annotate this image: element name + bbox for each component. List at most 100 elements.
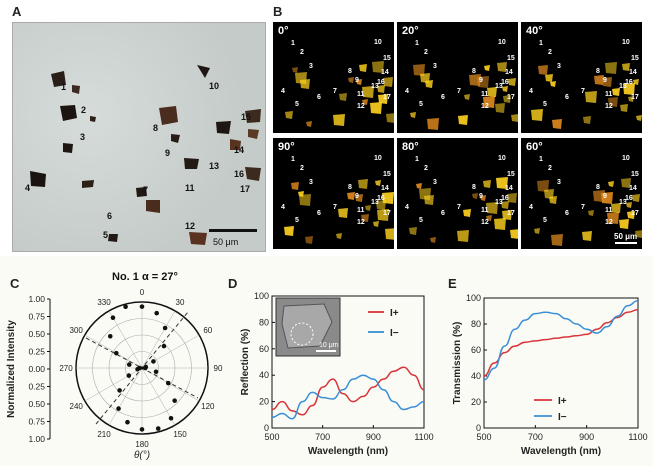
y-tick-label: 60 — [471, 345, 481, 355]
y-axis-label: Transmission (%) — [452, 322, 463, 405]
birefringent-particle — [355, 194, 363, 202]
particle-label: 11 — [605, 207, 613, 214]
particle-label: 5 — [103, 230, 108, 240]
particle-label: 1 — [539, 40, 543, 47]
birefringent-particle — [508, 78, 516, 86]
particle-label: 6 — [441, 210, 445, 217]
birefringent-particle — [628, 96, 634, 102]
birefringent-particle — [291, 182, 299, 190]
data-point — [139, 427, 145, 432]
reflection-plot: 0 20 40 60 80 100 500 700 900 1100 Wavelength (nm)… — [224, 262, 438, 462]
particle-label: 15 — [507, 55, 515, 62]
y-tick-label: 40 — [471, 371, 481, 381]
particle-label: 4 — [529, 88, 533, 95]
x-axis-label: Wavelength (nm) — [308, 446, 388, 457]
particle-label: 8 — [348, 68, 352, 75]
particle-label: 1 — [539, 156, 543, 163]
birefringent-particle — [632, 194, 640, 202]
angle-tick: 150 — [173, 430, 187, 439]
particle-label: 4 — [405, 88, 409, 95]
particle-label: 13 — [619, 83, 627, 90]
chart-title: No. 1 α = 27° — [112, 271, 178, 283]
particle-label: 6 — [565, 94, 569, 101]
angle-label: 80° — [402, 141, 419, 153]
particle-label: 6 — [317, 210, 321, 217]
particle-label: 11 — [481, 91, 489, 98]
particle-label: 9 — [165, 148, 170, 158]
x-tick-label: 500 — [476, 432, 491, 442]
birefringent-particle — [538, 65, 548, 75]
particle-label: 8 — [348, 184, 352, 191]
crystal-particle — [245, 109, 261, 123]
data-point — [117, 388, 122, 393]
particle-label: 1 — [291, 156, 295, 163]
particle-label: 7 — [581, 204, 585, 211]
particle-label: 11 — [357, 207, 365, 214]
particle-label: 15 — [383, 55, 391, 62]
crystal-particle — [216, 121, 231, 134]
birefringent-particle — [420, 73, 430, 83]
birefringent-particle — [338, 208, 348, 218]
particle-label: 9 — [479, 193, 483, 200]
polar-spoke — [141, 310, 176, 369]
particle-label: 3 — [433, 179, 437, 186]
birefringent-particle — [385, 228, 394, 240]
crystal-particle — [90, 116, 96, 122]
frame-90: 1 2 3 10 15 14 8 9 13 16 17 4 5 6 7 11 12 90° — [273, 138, 394, 249]
data-point — [139, 304, 145, 309]
birefringent-particle — [356, 79, 362, 85]
birefringent-particle — [487, 87, 497, 97]
particle-label: 11 — [605, 91, 613, 98]
particle-label: 17 — [631, 94, 639, 101]
birefringent-particle — [588, 210, 594, 216]
birefringent-particle — [585, 91, 597, 103]
birefringent-particle — [501, 201, 509, 209]
birefringent-particle — [430, 237, 436, 243]
birefringent-particle — [386, 113, 394, 123]
particle-label: 3 — [433, 63, 437, 70]
birefringent-particle — [636, 115, 642, 121]
data-point — [154, 310, 159, 316]
panel-letter-a: A — [12, 4, 22, 19]
particle-label: 14 — [505, 69, 513, 76]
y-tick-label: 80 — [471, 319, 481, 329]
legend-label: I+ — [558, 396, 567, 407]
birefringent-particle — [502, 86, 508, 92]
birefringent-particle — [284, 226, 294, 236]
particle-label: 5 — [543, 101, 547, 108]
birefringent-particle — [370, 102, 382, 114]
particle-label: 16 — [501, 79, 509, 86]
data-point — [113, 350, 119, 356]
transmission-plot-canvas: 0 20 40 60 80 100 500 700 900 1100 Wavelength (nm)… — [452, 293, 648, 457]
scalebar — [209, 229, 257, 232]
particle-label: 10 — [498, 39, 506, 46]
birefringent-particle — [425, 80, 433, 88]
particle-label: 13 — [495, 199, 503, 206]
birefringent-particle — [622, 63, 630, 71]
particle-label: 8 — [472, 68, 476, 75]
frame-60: 1 2 3 10 15 14 8 9 13 16 17 4 5 6 7 11 12 50 μm 60° — [521, 138, 642, 249]
particle-label: 14 — [234, 145, 244, 155]
birefringent-particle — [534, 228, 540, 234]
particle-label: 6 — [565, 210, 569, 217]
angle-tick: 300 — [70, 326, 84, 335]
birefringent-particle — [550, 81, 556, 87]
birefringent-particle — [339, 93, 347, 101]
particle-label: 6 — [107, 211, 112, 221]
particle-label: 2 — [300, 165, 304, 172]
crystal-particle — [146, 200, 160, 213]
particle-label: 17 — [383, 210, 391, 217]
y-tick-label: 100 — [254, 291, 269, 301]
particle-label: 5 — [419, 217, 423, 224]
birefringent-particle — [627, 211, 635, 219]
data-point — [126, 373, 132, 378]
sem-inset: 10 μm — [275, 297, 341, 357]
birefringent-particle — [463, 209, 471, 217]
crystal-particle — [63, 143, 73, 153]
radial-tick-label: 0.50 — [28, 399, 45, 409]
x-tick-label: 1100 — [414, 432, 433, 442]
birefringent-particle — [362, 99, 368, 105]
particle-label: 4 — [529, 204, 533, 211]
